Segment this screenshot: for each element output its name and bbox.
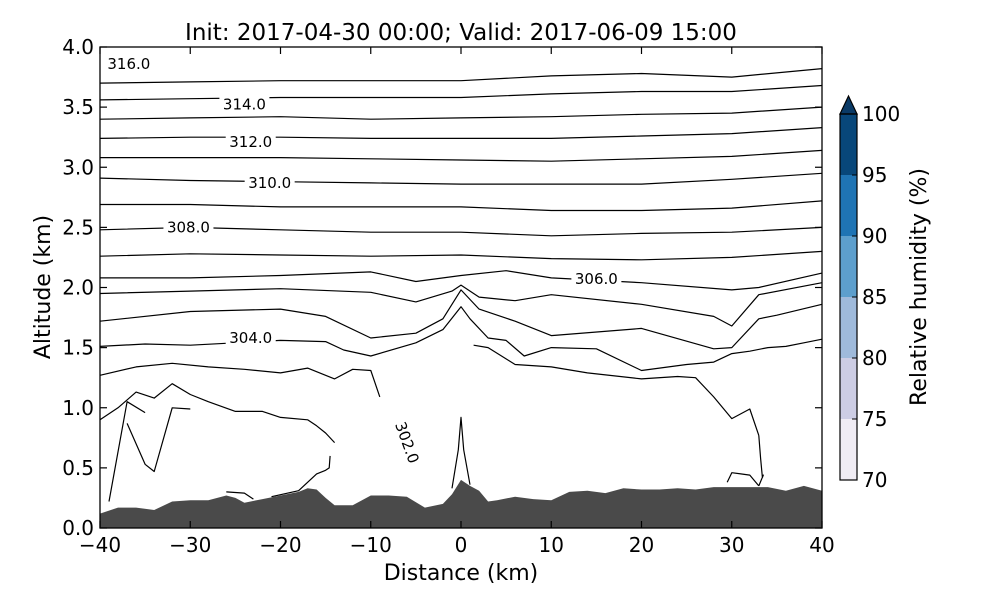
colorbar-label: Relative humidity (%) bbox=[907, 168, 932, 406]
x-tick-label: 0 bbox=[455, 533, 468, 557]
contour-label-text: 302.0 bbox=[391, 419, 423, 466]
contour-line bbox=[99, 383, 336, 444]
contour-line bbox=[100, 149, 823, 162]
x-tick-label: −30 bbox=[169, 533, 211, 557]
contour-label-text: 310.0 bbox=[248, 174, 291, 192]
y-axis-ticks: 0.0 0.5 1.0 1.5 2.0 2.5 3.0 3.5 4.0 bbox=[62, 35, 822, 540]
contour-label-text: 308.0 bbox=[167, 218, 210, 236]
plot-frame bbox=[99, 46, 823, 529]
contour-label: 304.0 bbox=[225, 328, 276, 349]
terrain-fill bbox=[100, 479, 822, 528]
contour-line bbox=[99, 84, 823, 101]
y-tick-label: 1.0 bbox=[62, 396, 94, 420]
colorbar-extend-arrow bbox=[839, 94, 858, 115]
contour-line bbox=[100, 200, 823, 212]
contour-label: 306.0 bbox=[571, 269, 622, 290]
colorbar-tick-label: 90 bbox=[862, 224, 887, 248]
contour-line bbox=[726, 472, 760, 487]
x-axis-label: Distance (km) bbox=[384, 561, 539, 586]
contour-line bbox=[99, 289, 823, 350]
terrain-area bbox=[100, 479, 822, 528]
contour-line bbox=[451, 416, 471, 489]
contour-line bbox=[100, 270, 823, 291]
contour-label-text: 314.0 bbox=[223, 96, 266, 114]
y-tick-label: 0.5 bbox=[62, 456, 94, 480]
contour-line bbox=[99, 68, 823, 84]
contour-line bbox=[473, 344, 760, 436]
colorbar-segment bbox=[840, 419, 857, 480]
y-tick-label: 4.0 bbox=[62, 35, 94, 59]
contour-label: 316.0 bbox=[103, 53, 154, 74]
contour-label: 308.0 bbox=[163, 217, 214, 238]
contour-label-text: 304.0 bbox=[229, 329, 272, 347]
colorbar-tick-label: 100 bbox=[862, 102, 900, 126]
contour-line bbox=[99, 172, 823, 185]
y-tick-label: 3.5 bbox=[62, 95, 94, 119]
contour-line bbox=[758, 435, 764, 487]
contour-label-text: 306.0 bbox=[575, 270, 618, 288]
contour-label: 314.0 bbox=[219, 94, 270, 115]
x-tick-label: −10 bbox=[350, 533, 392, 557]
contour-line bbox=[126, 407, 191, 473]
contour-lines bbox=[99, 68, 823, 502]
contour-label-text: 316.0 bbox=[107, 55, 150, 73]
colorbar-segment bbox=[840, 358, 857, 419]
chart-title: Init: 2017-04-30 00:00; Valid: 2017-06-0… bbox=[185, 20, 737, 46]
contour-line bbox=[99, 127, 823, 139]
contour-labels: 316.0 314.0 312.0 310.0 308.0 306.0 304.0 302.0 bbox=[103, 53, 622, 470]
contour-label: 302.0 bbox=[388, 415, 425, 470]
colorbar-segment bbox=[840, 297, 857, 358]
colorbar: 70 75 80 85 90 95 100 bbox=[839, 94, 900, 492]
x-tick-label: −40 bbox=[79, 533, 121, 557]
contour-line bbox=[271, 455, 331, 498]
y-tick-label: 1.5 bbox=[62, 336, 94, 360]
y-tick-label: 3.0 bbox=[62, 155, 94, 179]
contour-line bbox=[99, 106, 823, 120]
x-axis-ticks: −40 −30 −20 −10 0 10 20 30 40 bbox=[79, 47, 835, 557]
contour-line bbox=[99, 226, 823, 237]
contour-line bbox=[108, 401, 146, 502]
contour-label: 310.0 bbox=[244, 172, 295, 193]
x-tick-label: −20 bbox=[259, 533, 301, 557]
colorbar-tick-label: 95 bbox=[862, 163, 887, 187]
y-tick-label: 0.0 bbox=[62, 516, 94, 540]
y-tick-label: 2.5 bbox=[62, 215, 94, 239]
y-axis-label: Altitude (km) bbox=[31, 215, 56, 359]
colorbar-tick-label: 85 bbox=[862, 285, 887, 309]
x-tick-label: 40 bbox=[809, 533, 834, 557]
contour-line bbox=[99, 362, 381, 398]
contour-line bbox=[226, 491, 254, 500]
contour-label: 312.0 bbox=[225, 131, 276, 152]
x-tick-label: 10 bbox=[539, 533, 564, 557]
contour-line bbox=[99, 306, 823, 372]
colorbar-segment bbox=[840, 114, 857, 175]
y-tick-label: 2.0 bbox=[62, 276, 94, 300]
colorbar-tick-label: 80 bbox=[862, 346, 887, 370]
contour-line bbox=[99, 250, 823, 261]
contour-line bbox=[99, 282, 823, 327]
colorbar-segment bbox=[840, 175, 857, 236]
colorbar-tick-label: 70 bbox=[862, 468, 887, 492]
colorbar-segment bbox=[840, 236, 857, 297]
colorbar-tick-label: 75 bbox=[862, 407, 887, 431]
contour-label-text: 312.0 bbox=[229, 133, 272, 151]
x-tick-label: 20 bbox=[629, 533, 654, 557]
x-tick-label: 30 bbox=[719, 533, 744, 557]
